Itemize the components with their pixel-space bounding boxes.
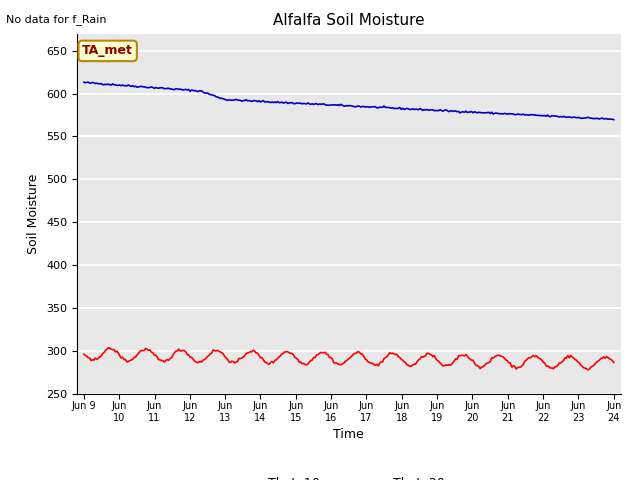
Text: TA_met: TA_met [82,44,133,58]
Y-axis label: Soil Moisture: Soil Moisture [28,173,40,254]
Text: No data for f_Rain: No data for f_Rain [6,14,107,25]
X-axis label: Time: Time [333,428,364,442]
Legend: Theta10cm, Theta20cm: Theta10cm, Theta20cm [228,472,469,480]
Title: Alfalfa Soil Moisture: Alfalfa Soil Moisture [273,13,424,28]
